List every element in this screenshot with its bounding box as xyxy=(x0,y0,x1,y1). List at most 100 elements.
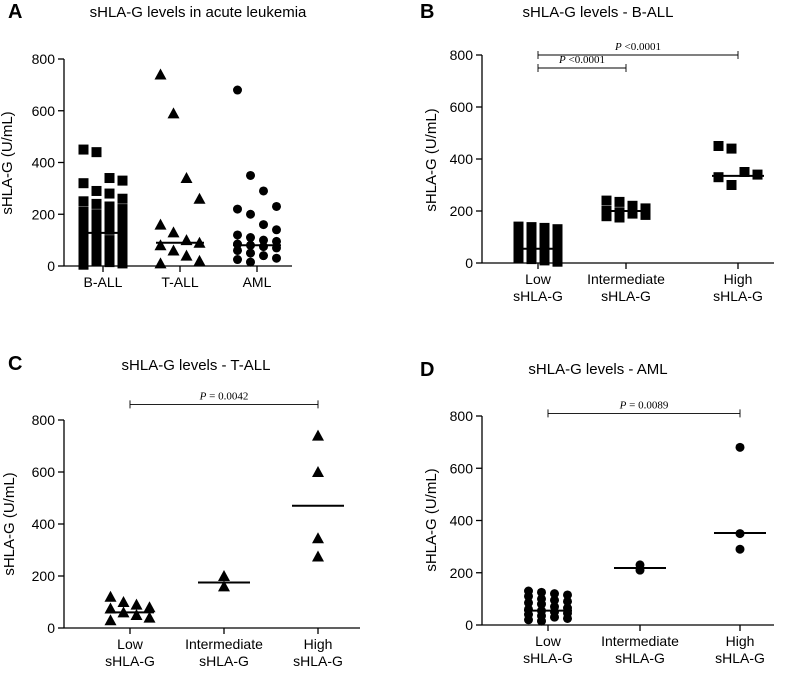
data-point xyxy=(233,204,242,214)
data-point xyxy=(104,257,115,268)
p-value-label: P <0.0001 xyxy=(614,41,661,53)
data-point xyxy=(246,209,255,219)
x-category-label: sHLA-G xyxy=(105,653,155,669)
data-point xyxy=(104,210,115,221)
data-point xyxy=(259,220,268,230)
data-point xyxy=(614,207,625,218)
data-point xyxy=(154,218,167,230)
data-point xyxy=(640,209,651,220)
y-axis-label: sHLA-G (U/mL) xyxy=(423,468,440,571)
x-category-label: High xyxy=(724,271,753,287)
data-point xyxy=(713,172,724,183)
data-point xyxy=(513,242,524,253)
data-point xyxy=(167,226,180,238)
data-point xyxy=(627,208,638,219)
data-point xyxy=(726,143,737,154)
data-point xyxy=(218,580,230,592)
data-point xyxy=(104,602,117,614)
p-value-label: P = 0.0042 xyxy=(199,390,249,402)
data-point xyxy=(130,598,143,610)
data-point xyxy=(312,429,324,441)
data-point xyxy=(233,230,242,240)
data-point xyxy=(91,240,102,251)
y-tick-label: 600 xyxy=(32,103,56,119)
data-point xyxy=(537,616,546,626)
y-tick-label: 600 xyxy=(450,99,474,115)
data-point xyxy=(526,248,537,259)
data-point xyxy=(78,245,89,256)
data-point xyxy=(539,250,550,261)
x-category-label: sHLA-G xyxy=(199,653,249,669)
panel-letter: D xyxy=(420,359,434,381)
data-point xyxy=(117,211,128,222)
data-point xyxy=(143,601,156,613)
data-point xyxy=(552,251,563,262)
data-point xyxy=(735,544,745,554)
data-point xyxy=(130,609,143,620)
data-point xyxy=(524,591,533,601)
y-tick-label: 600 xyxy=(32,464,56,480)
data-point xyxy=(233,245,242,255)
data-point xyxy=(513,252,524,263)
data-point xyxy=(117,596,130,607)
data-point xyxy=(272,225,281,235)
data-point xyxy=(272,236,281,246)
data-point xyxy=(91,255,102,266)
y-tick-label: 0 xyxy=(47,258,55,274)
data-point xyxy=(193,192,206,204)
data-point xyxy=(246,257,255,267)
data-point xyxy=(218,570,230,581)
x-category-label: AML xyxy=(243,274,272,290)
p-value-label: P = 0.0089 xyxy=(619,399,669,411)
data-point xyxy=(78,229,89,240)
data-point xyxy=(91,232,102,243)
chart-title: sHLA-G levels - T-ALL xyxy=(122,357,271,374)
data-point xyxy=(78,196,89,207)
x-category-label: Intermediate xyxy=(185,636,263,652)
data-point xyxy=(635,565,645,575)
data-point xyxy=(246,248,255,258)
data-point xyxy=(550,595,559,605)
y-tick-label: 400 xyxy=(32,155,56,171)
data-point xyxy=(104,224,115,235)
data-point xyxy=(78,178,89,189)
data-point xyxy=(78,144,89,155)
data-point xyxy=(104,241,115,252)
panel-letter: C xyxy=(8,353,22,375)
data-point xyxy=(143,611,156,623)
y-tick-label: 600 xyxy=(450,460,474,476)
x-category-label: Low xyxy=(117,636,144,652)
y-axis-label: sHLA-G (U/mL) xyxy=(423,108,440,211)
y-tick-label: 0 xyxy=(465,617,473,633)
data-point xyxy=(539,238,550,249)
y-tick-label: 800 xyxy=(450,47,474,63)
data-point xyxy=(180,249,193,261)
data-point xyxy=(601,195,612,206)
data-point xyxy=(259,186,268,196)
data-point xyxy=(739,167,750,177)
data-point xyxy=(104,248,115,259)
data-point xyxy=(539,255,550,266)
data-point xyxy=(104,217,115,228)
data-point xyxy=(735,442,745,452)
data-point xyxy=(117,250,128,261)
data-point xyxy=(193,254,206,266)
x-category-label: B-ALL xyxy=(84,274,123,290)
data-point xyxy=(233,255,242,265)
data-point xyxy=(259,235,268,245)
x-category-label: Intermediate xyxy=(587,271,665,287)
data-point xyxy=(91,198,102,209)
data-point xyxy=(78,222,89,233)
data-point xyxy=(104,614,117,626)
data-point xyxy=(537,599,546,609)
data-point xyxy=(117,219,128,230)
data-point xyxy=(91,215,102,226)
data-point xyxy=(259,242,268,252)
chart-title: sHLA-G levels in acute leukemia xyxy=(90,4,307,21)
data-point xyxy=(601,211,612,222)
data-point xyxy=(91,209,102,220)
data-point xyxy=(78,206,89,217)
data-point xyxy=(552,224,563,235)
